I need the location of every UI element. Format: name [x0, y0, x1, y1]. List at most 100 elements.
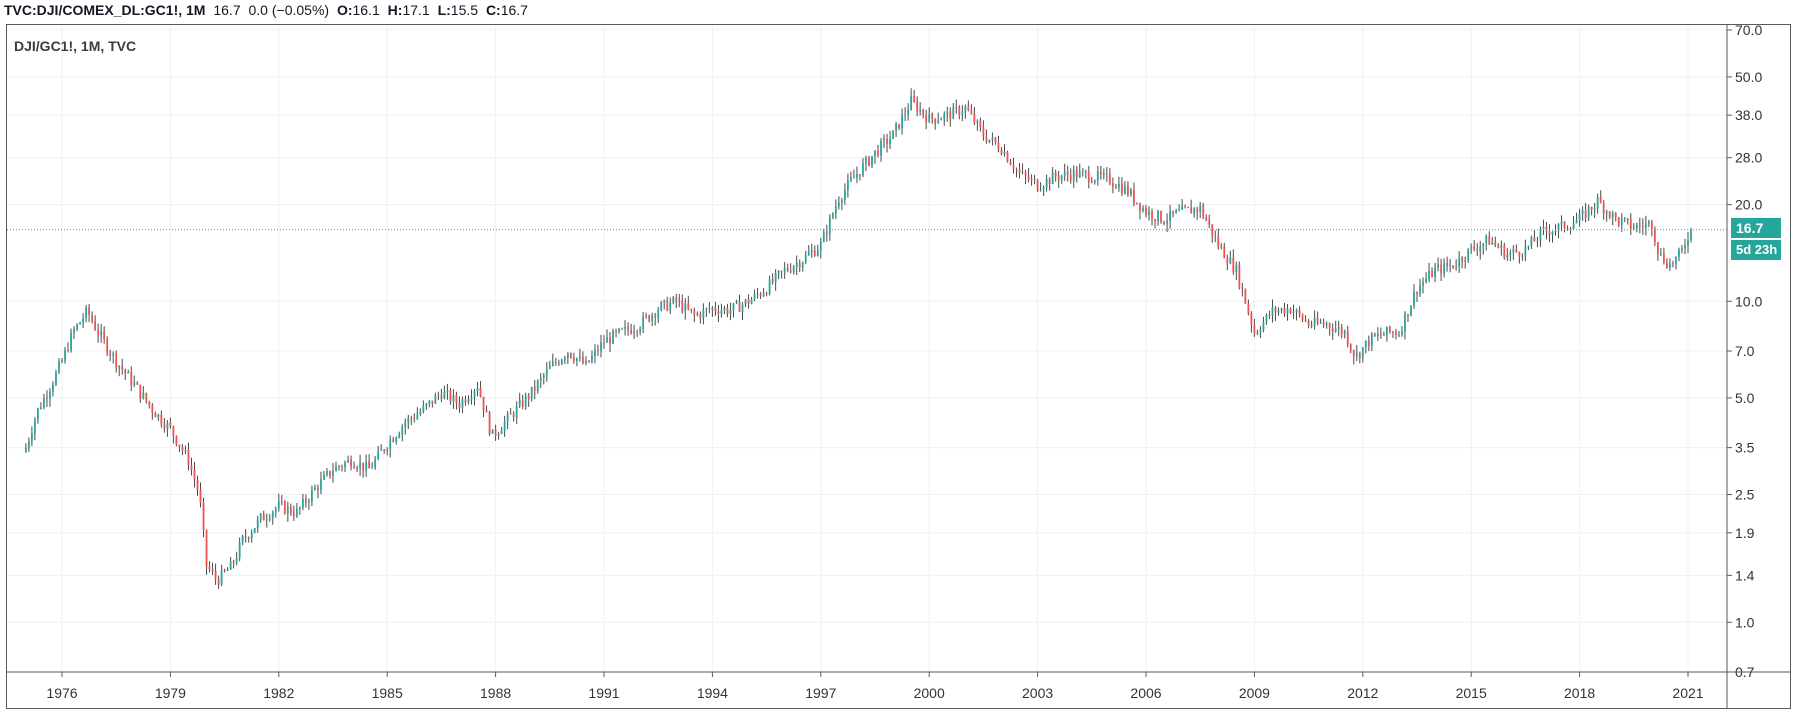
candle [630, 323, 633, 335]
candle [868, 155, 870, 167]
candle-body [1593, 208, 1596, 210]
candle [1166, 213, 1168, 233]
candle-body [431, 400, 434, 404]
candle [976, 119, 979, 131]
candle [1142, 205, 1144, 213]
candle [958, 105, 961, 120]
candle [1449, 258, 1452, 273]
candle-body [1355, 353, 1358, 357]
candle-body [856, 174, 858, 178]
candle [473, 388, 476, 406]
candle [392, 436, 395, 443]
candle [335, 461, 337, 472]
candle [85, 304, 87, 323]
candle [193, 461, 196, 488]
candle-body [1289, 308, 1292, 314]
candle [425, 402, 428, 410]
chart-frame[interactable] [6, 24, 1791, 709]
candle [744, 298, 747, 308]
y-tick-label: 10.0 [1735, 293, 1762, 309]
candle [1572, 215, 1575, 230]
candle-body [1018, 169, 1021, 173]
candle-body [1572, 223, 1575, 229]
candle-body [642, 316, 645, 329]
candle [660, 300, 663, 312]
candle [79, 321, 81, 325]
open-label: O: [336, 2, 353, 18]
candle [1304, 315, 1307, 323]
axes[interactable]: 70.0 50.0 38.0 28.0 20.0 10.0 7.0 5.0 3.5 2.5 1.9 1… [7, 22, 1790, 708]
candle-body [452, 394, 455, 402]
candle [789, 263, 792, 274]
candle [298, 506, 301, 515]
candle [1286, 304, 1289, 321]
candle [994, 136, 997, 145]
candle-body [1042, 187, 1045, 190]
candle-body [356, 467, 358, 469]
candle [913, 89, 916, 103]
candle [937, 112, 940, 124]
candle-body [994, 137, 997, 143]
candle-body [1012, 164, 1015, 170]
candle [1479, 240, 1482, 260]
candle [1578, 208, 1581, 227]
candle-body [618, 328, 620, 332]
candle [726, 303, 729, 318]
candle-body [843, 190, 846, 200]
candle [539, 373, 542, 389]
candle [1042, 185, 1045, 197]
candle-body [1431, 270, 1433, 278]
candle [1268, 310, 1271, 320]
candle-body [786, 267, 789, 271]
candle [148, 400, 151, 409]
candle [449, 387, 452, 405]
candle-body [1494, 242, 1497, 245]
candle [536, 379, 539, 394]
symbol-name[interactable]: TVC:DJI/COMEX_DL:GC1!, 1M [4, 2, 206, 18]
candle-body [1190, 207, 1193, 214]
candle-body [40, 407, 42, 409]
candle [1256, 329, 1259, 336]
candle-body [292, 513, 295, 516]
candle [238, 537, 241, 562]
candle-body [1114, 186, 1117, 189]
candle [669, 297, 672, 315]
candle [675, 293, 678, 309]
candle [1569, 226, 1572, 235]
candle-body [651, 314, 654, 321]
candle-body [241, 536, 244, 543]
candle-body [1133, 189, 1135, 203]
candle-body [283, 501, 286, 514]
candle-body [735, 301, 738, 304]
candle [509, 407, 512, 415]
candle-body [193, 469, 196, 480]
candle [952, 103, 955, 120]
last-price-badge: 16.7 [1731, 218, 1781, 238]
candle [530, 386, 533, 402]
candle [1163, 220, 1165, 226]
candle-body [359, 462, 362, 469]
candle [979, 117, 982, 132]
candle-body [1259, 330, 1262, 333]
candle-body [1461, 257, 1464, 262]
candle-body [931, 113, 934, 119]
candle-body [1614, 212, 1617, 218]
candle [1392, 330, 1394, 338]
candle [172, 425, 175, 444]
candle-body [687, 303, 690, 309]
candle-body [1575, 220, 1578, 224]
candle [834, 199, 837, 220]
candle [582, 351, 584, 365]
x-tick-label: 2012 [1347, 685, 1378, 701]
candle [112, 351, 115, 364]
candle [52, 381, 54, 397]
candle [1172, 210, 1175, 218]
candle-body [148, 401, 151, 406]
candle-body [70, 332, 72, 351]
candle-body [886, 138, 888, 144]
candle-body [1087, 172, 1090, 183]
candle-body [1656, 242, 1659, 254]
pane-title: DJI/GC1!, 1M, TVC [14, 38, 137, 54]
candle [925, 109, 928, 130]
